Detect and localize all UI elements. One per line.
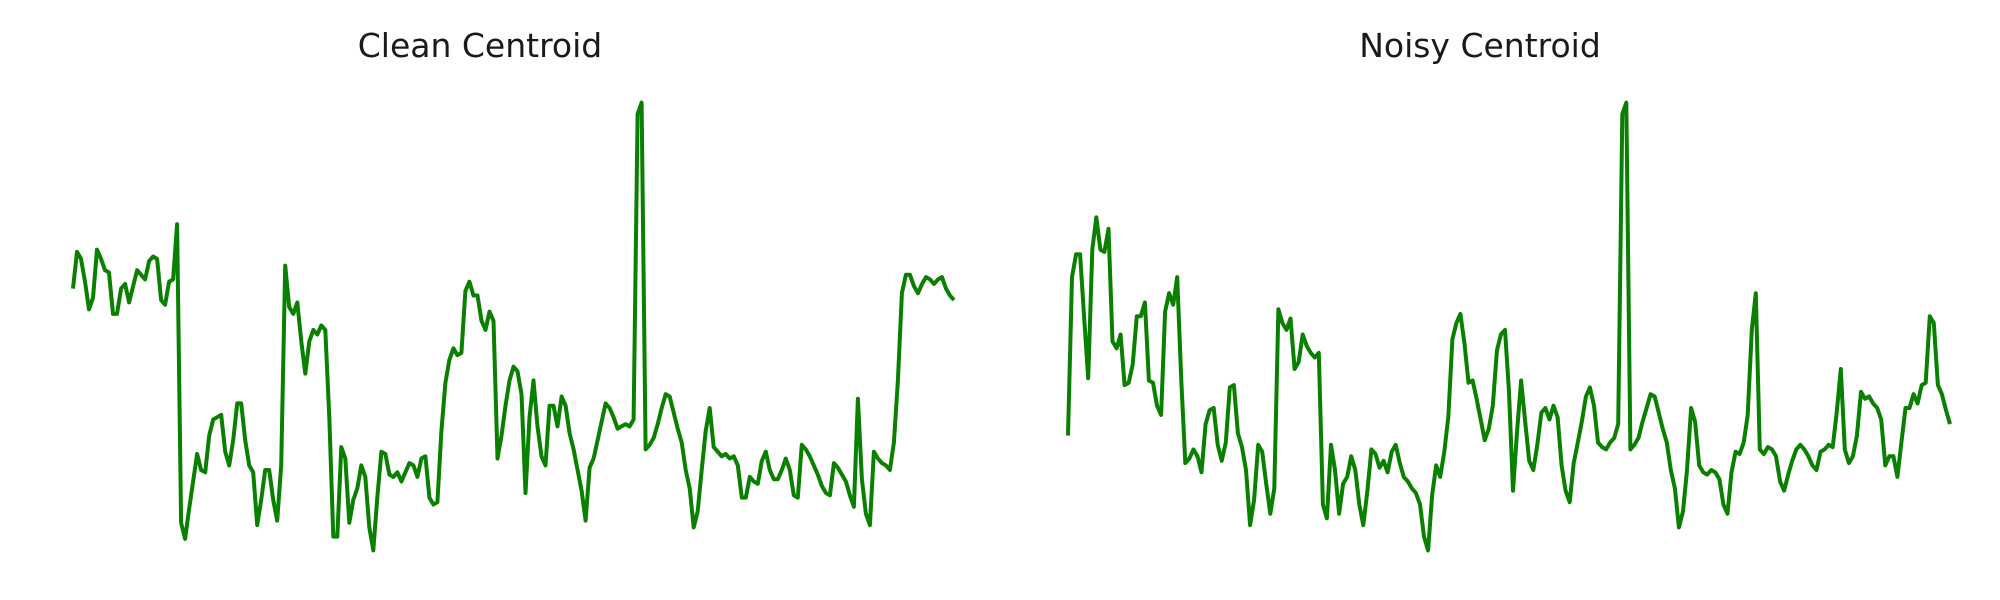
chart-title-noisy: Noisy Centroid	[1359, 26, 1601, 65]
series-line	[71, 100, 956, 553]
plot-area-noisy	[1066, 100, 1952, 553]
plot-area-clean	[71, 100, 956, 553]
chart-panel-clean: Clean Centroid	[0, 0, 960, 600]
chart-title-clean: Clean Centroid	[357, 26, 603, 65]
series-line	[1066, 100, 1952, 553]
chart-panel-noisy: Noisy Centroid	[1000, 0, 1960, 600]
